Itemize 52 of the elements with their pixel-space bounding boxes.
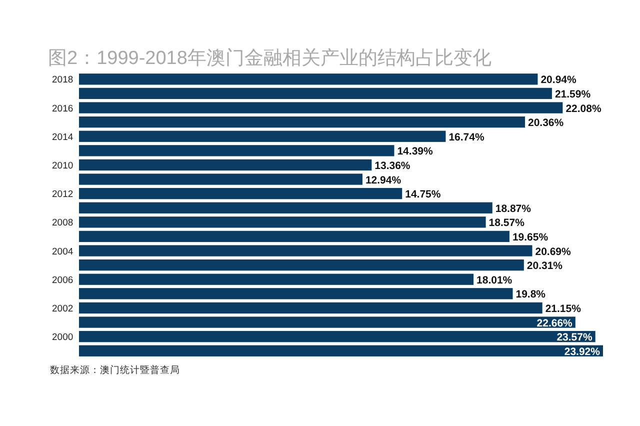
data-label: 21.15% [545,302,582,315]
data-label: 13.36% [374,160,411,172]
bar [79,159,372,171]
bar [79,174,362,185]
bar [79,145,394,156]
data-label: 18.57% [488,217,526,230]
bar [79,102,563,114]
data-label: 19.65% [512,231,549,244]
bar [79,74,538,85]
bar [79,188,402,200]
bar [79,330,596,342]
source-note: 数据来源：澳门统计暨普查局 [50,364,180,376]
y-tick-label: 2014 [52,132,74,143]
data-label: 23.57% [556,332,593,344]
data-label: 19.8% [516,288,546,301]
y-tick-label: 2016 [52,103,74,114]
y-tick-label: 2018 [52,74,74,86]
data-label: 14.75% [405,188,442,201]
data-label: 20.36% [528,117,564,130]
data-label: 20.69% [535,246,572,258]
bar [79,202,492,214]
y-tick-label: 2010 [52,160,74,172]
bar [79,259,524,271]
y-tick-label: 2006 [52,274,74,286]
bar [79,88,552,100]
data-label: 22.08% [566,102,602,115]
bar [79,302,542,314]
y-tick-label: 2004 [52,246,74,258]
data-label: 21.59% [554,88,592,100]
data-label: 23.92% [564,346,601,358]
bar [79,274,474,285]
y-tick-label: 2002 [52,303,74,314]
bar [79,230,510,242]
data-label: 14.39% [397,146,434,158]
bar [79,216,486,228]
data-label: 18.87% [495,202,532,215]
chart-title: 图2：1999-2018年澳门金融相关产业的结构占比变化 [48,47,492,69]
data-label: 18.01% [476,274,513,286]
bar [79,245,532,256]
y-tick-label: 2012 [52,189,74,200]
bar [79,130,446,142]
y-tick-label: 2008 [52,218,74,229]
data-label: 16.74% [448,131,485,144]
data-label: 20.94% [540,74,577,86]
bar [79,116,526,128]
data-label: 12.94% [365,174,402,186]
data-label: 22.66% [536,317,574,330]
data-label: 20.31% [526,260,564,272]
bar [79,288,513,300]
bar [79,316,576,328]
bar [79,345,603,356]
y-tick-label: 2000 [52,332,74,344]
